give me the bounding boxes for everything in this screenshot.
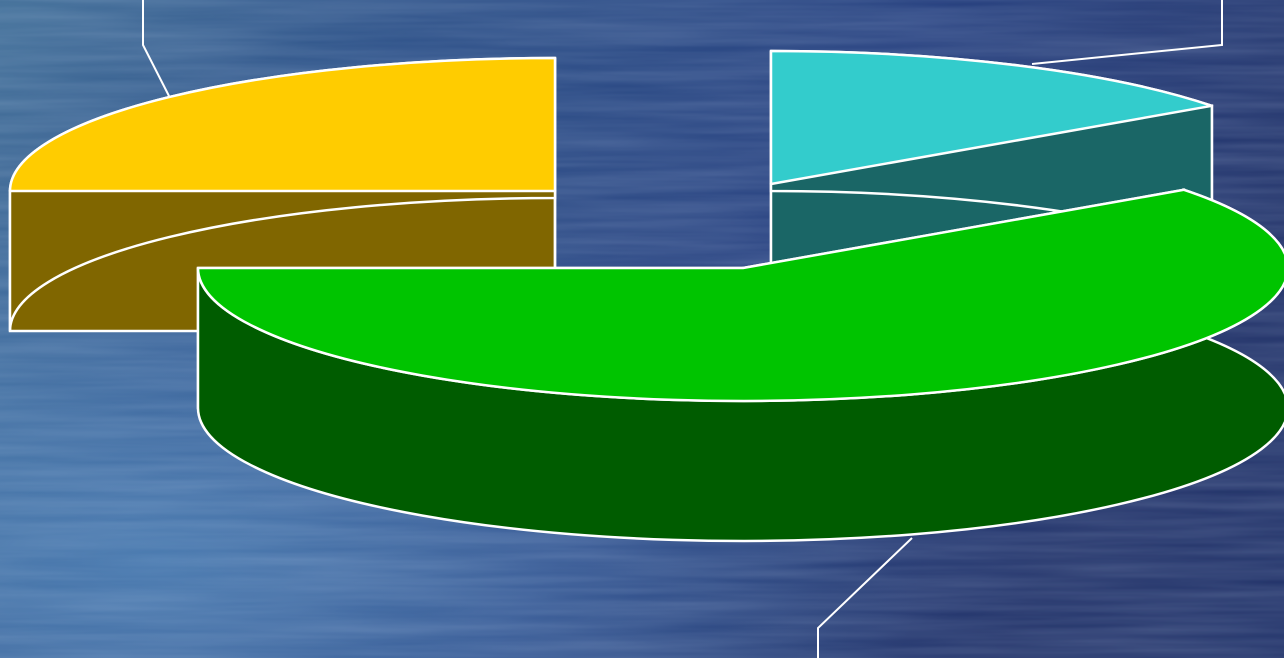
pie-slice-3 xyxy=(196,188,1284,543)
leader-line-1 xyxy=(142,0,170,97)
pie-slice-2-top xyxy=(769,49,1214,186)
pie-slice-3-top xyxy=(196,188,1284,403)
leader-line-3 xyxy=(817,537,913,658)
leader-lines xyxy=(142,0,1223,658)
pie-slice-1-top xyxy=(8,56,557,193)
leader-line-2 xyxy=(1031,0,1223,65)
slices-layer xyxy=(8,49,1284,543)
